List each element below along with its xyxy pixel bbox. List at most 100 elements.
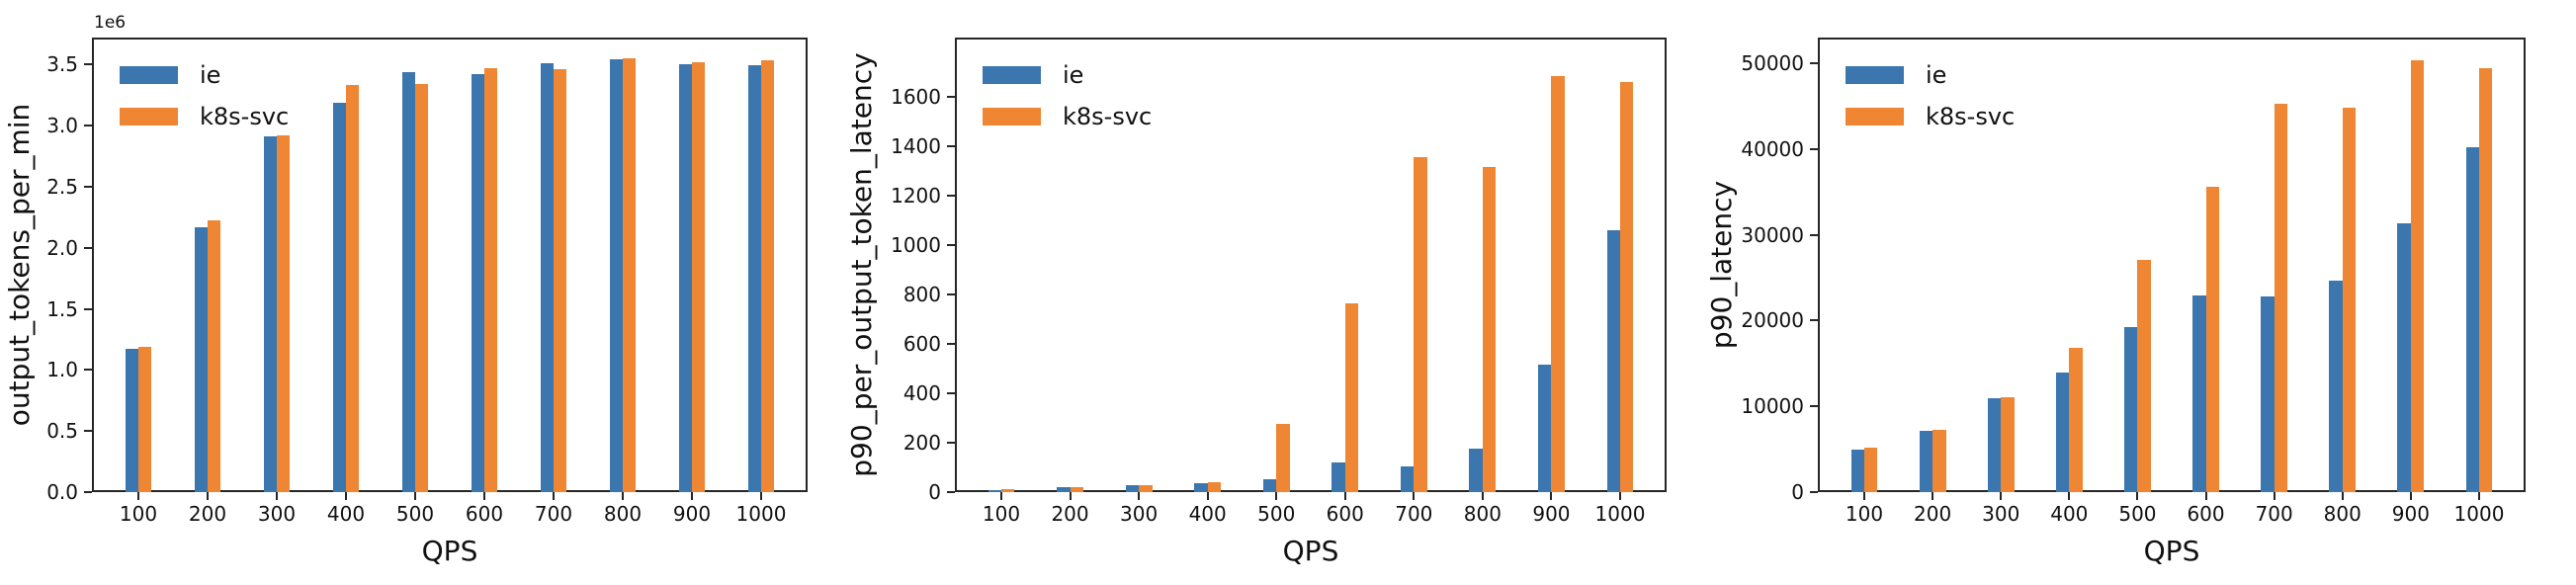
bar-ie-qps-1000: [1606, 230, 1620, 492]
x-tick-mark: [414, 492, 416, 500]
y-tick-mark: [1810, 147, 1818, 150]
x-tick-mark: [2273, 492, 2275, 500]
x-tick-label: 200: [1914, 502, 1952, 526]
y-tick-label: 2.5: [46, 174, 78, 199]
x-tick-label: 700: [2255, 502, 2293, 526]
bar-ie-qps-500: [1262, 479, 1277, 492]
y-tick-label: 2.0: [46, 235, 78, 260]
x-tick-mark: [1275, 492, 1278, 500]
bar-ie-qps-700: [2261, 296, 2275, 492]
bar-ie-qps-500: [401, 71, 415, 492]
x-tick-mark: [1932, 492, 1934, 500]
bar-k8s-svc-qps-400: [2069, 348, 2083, 492]
y-tick-label: 40000: [1741, 136, 1804, 161]
y-tick-label: 20000: [1741, 308, 1804, 333]
x-tick-mark: [207, 492, 209, 500]
x-tick-mark: [483, 492, 485, 500]
bar-k8s-svc-qps-1000: [1620, 82, 1634, 492]
bar-ie-qps-500: [2124, 327, 2138, 492]
x-tick-mark: [553, 492, 555, 500]
x-tick-mark: [1481, 492, 1484, 500]
x-tick-label: 100: [119, 502, 158, 526]
y-tick-mark: [84, 307, 92, 310]
y-tick-mark: [947, 195, 955, 197]
x-tick-mark: [345, 492, 347, 500]
y-tick-mark: [84, 63, 92, 66]
legend-swatch-icon: [1846, 66, 1904, 84]
bar-k8s-svc-qps-800: [2342, 108, 2357, 492]
y-tick-label: 30000: [1741, 222, 1804, 247]
y-tick-label: 0: [928, 480, 941, 504]
bar-ie-qps-400: [332, 102, 346, 492]
y-tick-label: 1.0: [46, 358, 78, 382]
legend-swatch-icon: [120, 66, 178, 84]
x-tick-mark: [2341, 492, 2344, 500]
x-tick-mark: [622, 492, 624, 500]
y-tick-mark: [947, 392, 955, 394]
y-tick-mark: [947, 145, 955, 147]
y-axis-label: p90_per_output_token_latency: [845, 52, 878, 477]
bar-ie-qps-300: [263, 136, 277, 492]
bar-ie-qps-900: [1538, 365, 1552, 492]
y-tick-mark: [84, 185, 92, 188]
y-tick-mark: [84, 369, 92, 372]
x-tick-label: 700: [1395, 502, 1433, 526]
x-axis-label: QPS: [2143, 535, 2200, 567]
x-tick-label: 100: [982, 502, 1021, 526]
bar-ie-qps-700: [1400, 465, 1415, 492]
x-tick-mark: [1138, 492, 1141, 500]
legend-entry-k8s-svc: k8s-svc: [120, 105, 337, 128]
x-tick-label: 800: [1463, 502, 1502, 526]
axis-offset-text: 1e6: [94, 13, 127, 33]
x-tick-mark: [2136, 492, 2139, 500]
x-tick-label: 400: [2050, 502, 2089, 526]
x-tick-mark: [760, 492, 762, 500]
y-tick-label: 1.5: [46, 296, 78, 321]
y-tick-label: 1200: [891, 184, 941, 208]
y-tick-label: 600: [902, 332, 941, 356]
y-tick-mark: [1810, 405, 1818, 408]
bar-k8s-svc-qps-400: [346, 85, 360, 492]
x-tick-label: 900: [672, 502, 712, 526]
x-tick-label: 500: [395, 502, 435, 526]
y-tick-mark: [947, 293, 955, 295]
y-tick-label: 0: [1791, 480, 1804, 504]
y-tick-mark: [84, 491, 92, 493]
bar-k8s-svc-qps-500: [2137, 259, 2151, 492]
bar-ie-qps-700: [540, 62, 554, 492]
bar-k8s-svc-qps-100: [138, 346, 152, 492]
bar-k8s-svc-qps-300: [2001, 396, 2015, 492]
legend-label: k8s-svc: [1926, 103, 2016, 130]
bar-ie-qps-400: [2055, 373, 2070, 492]
bar-ie-qps-300: [1987, 398, 2002, 492]
x-tick-label: 200: [1051, 502, 1089, 526]
y-tick-label: 200: [902, 431, 941, 455]
bar-k8s-svc-qps-200: [1932, 429, 1946, 492]
x-tick-mark: [1863, 492, 1865, 500]
y-tick-mark: [1810, 491, 1818, 493]
x-tick-label: 300: [1982, 502, 2020, 526]
bar-k8s-svc-qps-400: [1207, 482, 1222, 492]
x-tick-label: 300: [257, 502, 297, 526]
x-tick-label: 900: [1532, 502, 1571, 526]
y-tick-label: 10000: [1741, 394, 1804, 419]
x-tick-label: 300: [1120, 502, 1159, 526]
x-tick-mark: [691, 492, 693, 500]
bar-k8s-svc-qps-900: [1551, 75, 1565, 492]
legend-label: ie: [1063, 61, 1084, 89]
y-tick-label: 0.5: [46, 419, 78, 444]
bar-ie-qps-800: [1469, 448, 1483, 492]
x-tick-label: 800: [2323, 502, 2361, 526]
bar-ie-qps-100: [1850, 449, 1864, 492]
bar-k8s-svc-qps-200: [208, 220, 221, 492]
bar-k8s-svc-qps-100: [1864, 447, 1878, 492]
y-tick-label: 400: [902, 381, 941, 405]
bar-ie-qps-100: [125, 349, 138, 492]
bar-k8s-svc-qps-200: [1070, 486, 1083, 492]
x-tick-mark: [2204, 492, 2207, 500]
bar-ie-qps-600: [1331, 462, 1345, 492]
x-tick-mark: [1550, 492, 1553, 500]
bar-k8s-svc-qps-300: [1139, 484, 1153, 492]
bar-k8s-svc-qps-1000: [761, 60, 775, 492]
x-tick-mark: [1343, 492, 1346, 500]
